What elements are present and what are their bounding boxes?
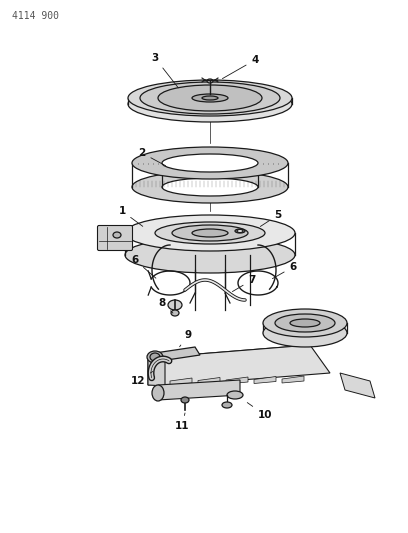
Ellipse shape	[168, 300, 182, 310]
Text: 2: 2	[138, 148, 166, 166]
Polygon shape	[340, 373, 375, 398]
Ellipse shape	[132, 147, 288, 179]
Ellipse shape	[128, 80, 292, 116]
Ellipse shape	[275, 314, 335, 332]
Ellipse shape	[150, 353, 160, 361]
Polygon shape	[198, 377, 220, 384]
Ellipse shape	[113, 232, 121, 238]
Ellipse shape	[172, 225, 248, 241]
Text: 3: 3	[151, 53, 178, 88]
Ellipse shape	[140, 82, 280, 114]
Ellipse shape	[155, 222, 265, 244]
Ellipse shape	[192, 94, 228, 102]
Ellipse shape	[132, 171, 288, 203]
FancyBboxPatch shape	[98, 225, 133, 251]
Polygon shape	[155, 347, 200, 361]
Ellipse shape	[171, 310, 179, 316]
Polygon shape	[254, 376, 276, 384]
Text: 6: 6	[131, 255, 156, 278]
Polygon shape	[226, 377, 248, 384]
Ellipse shape	[147, 351, 163, 363]
Polygon shape	[170, 378, 192, 385]
Ellipse shape	[162, 154, 258, 172]
Text: 4114 900: 4114 900	[12, 11, 59, 21]
Text: 4: 4	[222, 55, 259, 79]
Ellipse shape	[207, 79, 213, 83]
Ellipse shape	[235, 229, 245, 233]
Text: 7: 7	[233, 275, 256, 292]
Text: 8: 8	[158, 298, 173, 313]
Ellipse shape	[222, 402, 232, 408]
Polygon shape	[148, 345, 310, 385]
Ellipse shape	[202, 96, 218, 100]
Ellipse shape	[263, 309, 347, 337]
Ellipse shape	[158, 85, 262, 111]
Text: 1: 1	[118, 206, 143, 227]
Text: 11: 11	[175, 413, 189, 431]
Ellipse shape	[192, 229, 228, 237]
Ellipse shape	[125, 237, 295, 273]
Polygon shape	[158, 380, 240, 400]
Text: 10: 10	[247, 402, 272, 420]
Ellipse shape	[290, 319, 320, 327]
Polygon shape	[148, 345, 330, 386]
Ellipse shape	[125, 215, 295, 251]
Polygon shape	[148, 358, 165, 386]
Text: 12: 12	[131, 372, 153, 386]
Ellipse shape	[237, 230, 243, 232]
Text: 9: 9	[180, 330, 192, 347]
Ellipse shape	[152, 385, 164, 401]
Text: 6: 6	[273, 262, 297, 279]
Ellipse shape	[181, 397, 189, 403]
Ellipse shape	[263, 319, 347, 347]
Ellipse shape	[162, 178, 258, 196]
Polygon shape	[282, 376, 304, 383]
Text: 5: 5	[260, 210, 282, 227]
Ellipse shape	[128, 86, 292, 122]
Ellipse shape	[227, 391, 243, 399]
